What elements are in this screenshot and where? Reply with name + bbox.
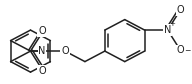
Text: N: N: [164, 25, 171, 35]
Text: O: O: [61, 46, 69, 56]
Text: O: O: [38, 66, 46, 76]
Text: O: O: [176, 45, 184, 55]
Text: −: −: [184, 46, 190, 55]
Text: O: O: [38, 26, 46, 36]
Text: +: +: [169, 21, 175, 27]
Text: N: N: [38, 46, 46, 56]
Text: O: O: [176, 5, 184, 15]
